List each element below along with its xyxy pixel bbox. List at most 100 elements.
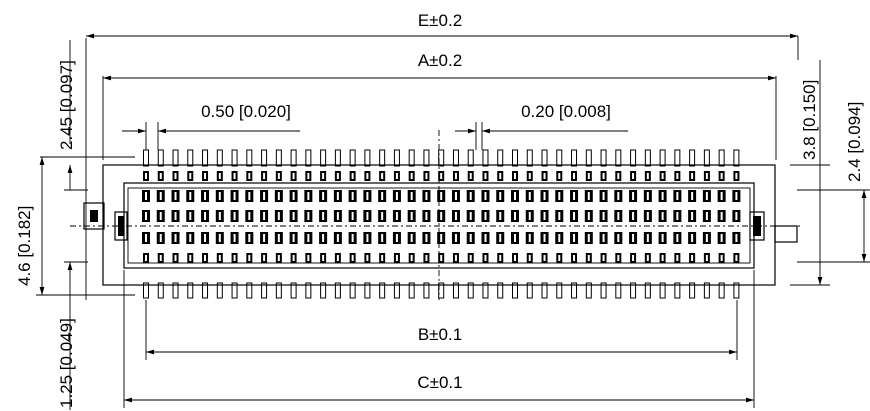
pin bbox=[157, 149, 164, 167]
contact-pad-highlight bbox=[528, 212, 531, 220]
contact-pad-highlight bbox=[395, 212, 398, 220]
pin bbox=[541, 282, 548, 299]
pin bbox=[379, 149, 386, 167]
contact-pad-highlight bbox=[263, 173, 266, 179]
contact-pad-highlight bbox=[145, 255, 147, 261]
contact-pad-highlight bbox=[720, 234, 723, 242]
contact-pad-highlight bbox=[366, 234, 369, 242]
pin bbox=[438, 149, 445, 167]
dimension-offset-bottom: 1.25 [0.049] bbox=[57, 189, 88, 410]
pin bbox=[423, 282, 430, 299]
contact-pad-highlight bbox=[410, 212, 413, 220]
pin bbox=[246, 282, 253, 299]
pin bbox=[202, 282, 209, 299]
contact-pad-highlight bbox=[204, 234, 207, 242]
pin bbox=[423, 149, 430, 167]
contact-pad-highlight bbox=[277, 192, 280, 200]
contact-pad-highlight bbox=[351, 234, 354, 242]
pin bbox=[143, 149, 149, 167]
contact-pad-highlight bbox=[602, 212, 605, 220]
dimension-row-span: 2.4 [0.094] bbox=[797, 102, 870, 263]
contact-pad-highlight bbox=[440, 192, 443, 200]
contact-pad-highlight bbox=[573, 255, 576, 261]
contact-pad-highlight bbox=[587, 255, 590, 261]
pin bbox=[290, 282, 297, 299]
offset-bottom-label: 1.25 [0.049] bbox=[57, 318, 76, 408]
contact-pad-highlight bbox=[454, 255, 457, 261]
contact-pad-grid bbox=[142, 171, 741, 263]
contact-pad-highlight bbox=[558, 255, 561, 261]
contact-pad-highlight bbox=[351, 212, 354, 220]
contact-pad-highlight bbox=[617, 234, 620, 242]
contact-pad-highlight bbox=[602, 192, 605, 200]
contact-pad-highlight bbox=[484, 255, 487, 261]
contact-pad-highlight bbox=[336, 255, 339, 261]
contact-pad-highlight bbox=[514, 212, 516, 220]
contact-pad-highlight bbox=[336, 234, 339, 242]
contact-pad-highlight bbox=[646, 255, 649, 261]
pin bbox=[497, 282, 504, 299]
contact-pad-highlight bbox=[322, 234, 325, 242]
contact-pad-highlight bbox=[425, 192, 428, 200]
pin bbox=[571, 282, 578, 299]
contact-pad-highlight bbox=[543, 255, 546, 261]
contact-pad-highlight bbox=[307, 234, 310, 242]
contact-pad-highlight bbox=[602, 234, 605, 242]
contact-pad-highlight bbox=[632, 234, 635, 242]
pin bbox=[689, 149, 696, 167]
contact-pad-highlight bbox=[366, 173, 369, 179]
contact-pad-highlight bbox=[248, 234, 251, 242]
contact-pad-highlight bbox=[499, 192, 502, 200]
pin bbox=[630, 149, 637, 167]
contact-pad-highlight bbox=[484, 212, 487, 220]
contact-pad-highlight bbox=[336, 212, 339, 220]
contact-pad-highlight bbox=[676, 192, 679, 200]
pin bbox=[349, 282, 356, 299]
bottom-pin-row bbox=[143, 282, 740, 299]
contact-pad-highlight bbox=[189, 173, 192, 179]
offset-top-label: 2.45 [0.097] bbox=[57, 60, 76, 150]
dimension-depth: 3.8 [0.150] bbox=[790, 60, 830, 286]
contact-pad-highlight bbox=[646, 234, 649, 242]
pin bbox=[659, 149, 666, 167]
contact-pad-highlight bbox=[587, 192, 590, 200]
pin bbox=[512, 282, 518, 299]
contact-pad-highlight bbox=[381, 192, 384, 200]
dimension-e: E±0.2 bbox=[85, 11, 799, 300]
contact-pad-highlight bbox=[292, 212, 295, 220]
contact-pad-highlight bbox=[381, 234, 384, 242]
dimension-offset-top: 2.45 [0.097] bbox=[40, 40, 135, 190]
dimension-a: A±0.2 bbox=[102, 51, 777, 160]
pin bbox=[585, 282, 592, 299]
contact-pad-highlight bbox=[233, 173, 236, 179]
contact-pad-highlight bbox=[617, 255, 620, 261]
pin bbox=[305, 149, 312, 167]
contact-pad-highlight bbox=[322, 192, 325, 200]
row-span-label: 2.4 [0.094] bbox=[845, 102, 864, 182]
pin bbox=[556, 149, 563, 167]
top-pin-row bbox=[143, 149, 740, 167]
pin bbox=[438, 282, 445, 299]
right-latch bbox=[749, 211, 798, 243]
contact-pad-highlight bbox=[632, 192, 635, 200]
contact-pad-highlight bbox=[174, 234, 177, 242]
contact-pad-highlight bbox=[676, 234, 679, 242]
pin bbox=[497, 149, 504, 167]
pin bbox=[585, 149, 592, 167]
dimension-a-label: A±0.2 bbox=[418, 51, 462, 70]
contact-pad-highlight bbox=[174, 212, 177, 220]
pin bbox=[334, 282, 341, 299]
contact-pad-highlight bbox=[263, 255, 266, 261]
contact-pad-highlight bbox=[410, 173, 413, 179]
pin bbox=[600, 282, 607, 299]
contact-pad-highlight bbox=[454, 192, 457, 200]
contact-pad-highlight bbox=[484, 173, 487, 179]
pin bbox=[231, 282, 238, 299]
contact-pad-highlight bbox=[514, 234, 516, 242]
pin bbox=[659, 282, 666, 299]
contact-pad-highlight bbox=[218, 234, 221, 242]
contact-pad-highlight bbox=[395, 255, 398, 261]
contact-pad-highlight bbox=[440, 255, 443, 261]
pin bbox=[644, 149, 651, 167]
